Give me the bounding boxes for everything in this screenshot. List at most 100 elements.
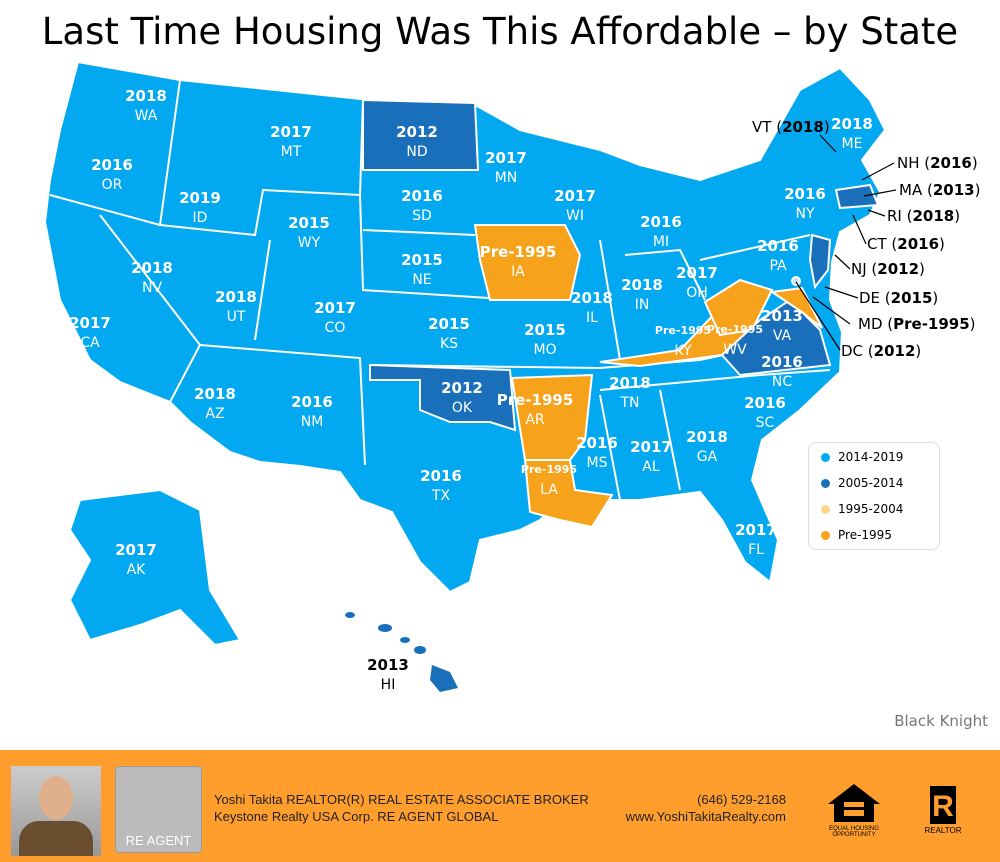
legend-label: Pre-1995: [838, 528, 892, 542]
state-year: 2016: [640, 213, 682, 231]
callout-abbr: CT: [867, 235, 887, 253]
state-ma: [834, 183, 880, 210]
state-abbr: MO: [533, 342, 557, 358]
state-abbr: WI: [566, 208, 584, 224]
state-label-wy: 2015 WY: [288, 213, 330, 253]
callout-year: 2018: [912, 207, 955, 225]
state-label-va: 2013 VA: [761, 306, 803, 346]
state-abbr: NC: [771, 374, 793, 390]
callout-year: 2013: [932, 181, 975, 199]
state-year: 2015: [288, 214, 330, 232]
callout-ma: MA (2013): [899, 181, 981, 199]
state-year: 2016: [420, 467, 462, 485]
state-wv: [703, 278, 774, 337]
callout-abbr: MD: [858, 315, 883, 333]
state-year: 2016: [784, 185, 826, 203]
re-agent-logo: RE AGENT: [115, 766, 202, 853]
callout-md: MD (Pre-1995): [858, 315, 976, 333]
legend-dot-icon: [821, 478, 830, 488]
state-label-ut: 2018 UT: [215, 287, 257, 327]
state-abbr: PA: [769, 258, 787, 274]
state-abbr: TN: [620, 395, 640, 411]
phone: (646) 529-2168: [697, 792, 786, 807]
state-abbr: AL: [642, 459, 660, 475]
state-year: 2017: [314, 299, 356, 317]
state-ar: [510, 373, 594, 461]
state-year: 2017: [270, 123, 312, 141]
state-abbr: OK: [451, 400, 473, 416]
state-label-la: Pre-1995 LA: [521, 460, 577, 500]
state-md: [769, 286, 823, 329]
callout-year: 2012: [877, 260, 920, 278]
state-nd: [362, 98, 480, 171]
state-label-ny: 2016 NY: [784, 184, 826, 224]
state-label-ga: 2018 GA: [686, 427, 728, 467]
state-label-nd: 2012 ND: [396, 122, 438, 162]
alaska: [68, 488, 242, 647]
state-year: 2015: [524, 321, 566, 339]
state-year: 2018: [125, 87, 167, 105]
state-year: 2016: [291, 393, 333, 411]
state-nj: [808, 233, 832, 290]
state-year: Pre-1995: [520, 463, 578, 476]
website-link[interactable]: www.YoshiTakitaRealty.com: [625, 809, 786, 824]
state-abbr: CO: [324, 320, 346, 336]
state-label-il: 2018 IL: [571, 288, 613, 328]
legend-item: 1995-2004: [809, 497, 939, 521]
state-abbr: NY: [795, 206, 815, 222]
state-label-nv: 2018 NV: [131, 258, 173, 298]
legend-dot-icon: [821, 452, 830, 462]
state-year: Pre-1995: [706, 323, 764, 336]
state-year: 2017: [554, 187, 596, 205]
state-label-wv: Pre-1995 WV: [707, 320, 763, 360]
callout-year: 2018: [782, 118, 824, 136]
callout-abbr: NH: [897, 154, 920, 172]
state-label-ky: Pre-1995 KY: [655, 321, 711, 361]
state-abbr: MI: [652, 234, 670, 250]
state-label-mn: 2017 MN: [485, 148, 527, 188]
state-abbr: MS: [586, 455, 608, 471]
state-year: 2015: [428, 315, 470, 333]
state-year: 2018: [621, 276, 663, 294]
state-label-ok: 2012 OK: [441, 378, 483, 418]
state-abbr: SD: [412, 208, 432, 224]
state-abbr: NE: [412, 272, 432, 288]
legend-label: 2005-2014: [838, 476, 904, 490]
state-year: 2016: [744, 394, 786, 412]
equal-housing-icon: EQUAL HOUSING OPPORTUNITY: [826, 782, 882, 838]
state-abbr: VA: [772, 328, 792, 344]
state-year: 2012: [441, 379, 483, 397]
state-abbr: FL: [748, 542, 764, 558]
state-abbr: NM: [300, 414, 324, 430]
callout-lines: [795, 134, 897, 351]
state-label-hi: 2013 HI: [367, 655, 409, 695]
callout-year: 2015: [890, 289, 933, 307]
state-ok: [369, 363, 517, 432]
state-abbr: IN: [634, 297, 650, 313]
state-year: 2015: [401, 251, 443, 269]
state-label-ak: 2017 AK: [115, 540, 157, 580]
state-year: 2019: [179, 189, 221, 207]
legend-item: Pre-1995: [809, 523, 939, 547]
state-abbr: HI: [380, 677, 396, 693]
callout-abbr: VT: [752, 118, 772, 136]
state-year: 2016: [761, 353, 803, 371]
state-ia: [473, 224, 582, 301]
re-agent-logo-text: RE AGENT: [125, 833, 192, 848]
realtor-text: REALTOR: [924, 826, 962, 835]
state-abbr: GA: [696, 449, 718, 465]
state-year: 2016: [91, 156, 133, 174]
callout-abbr: RI: [887, 207, 902, 225]
state-abbr: CA: [80, 335, 100, 351]
callout-abbr: MA: [899, 181, 923, 199]
state-year: Pre-1995: [496, 391, 574, 409]
state-abbr: AR: [525, 412, 545, 428]
state-year: 2013: [761, 307, 803, 325]
us-map: [43, 60, 897, 692]
state-abbr: TX: [431, 488, 451, 504]
eho-text: EQUAL HOUSING OPPORTUNITY: [829, 826, 879, 838]
callout-nh: NH (2016): [897, 154, 978, 172]
state-abbr: MT: [280, 144, 302, 160]
state-year: 2013: [367, 656, 409, 674]
